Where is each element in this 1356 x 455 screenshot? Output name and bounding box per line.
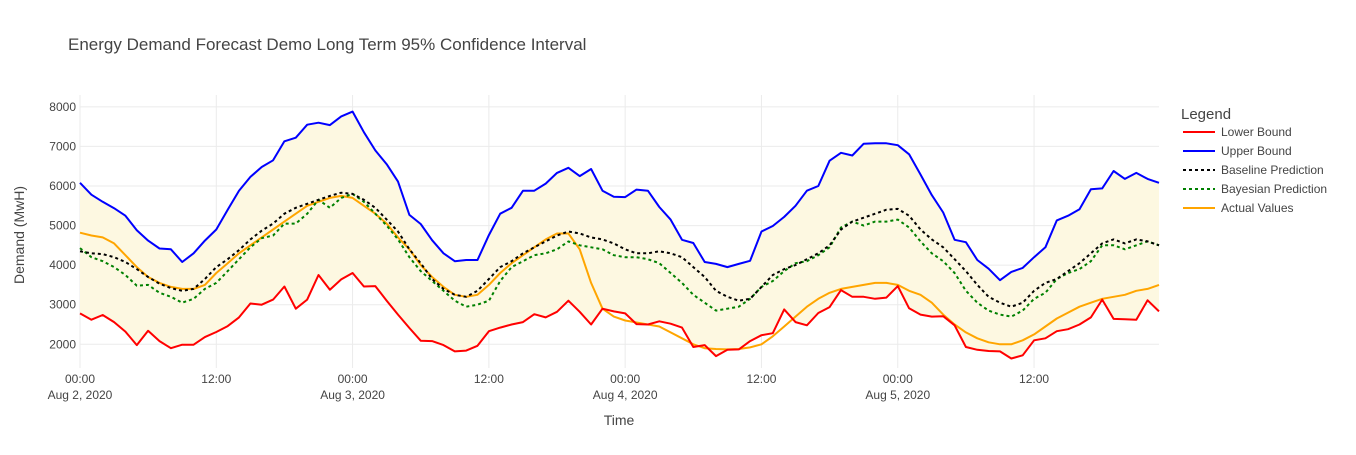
- x-tick-label: 00:00: [338, 372, 368, 386]
- chart-title: Energy Demand Forecast Demo Long Term 95…: [68, 35, 586, 54]
- legend-title: Legend: [1181, 106, 1231, 123]
- legend-label: Bayesian Prediction: [1221, 182, 1327, 196]
- legend-label: Actual Values: [1221, 201, 1294, 215]
- legend-label: Lower Bound: [1221, 125, 1292, 139]
- y-tick-label: 3000: [49, 298, 76, 312]
- x-axis-ticks: 00:00 Aug 2, 2020 12:00 00:00 Aug 3, 2020 12:…: [48, 372, 1050, 402]
- confidence-band: [80, 111, 1159, 359]
- series-line-actual-values: [79, 194, 1160, 351]
- series-line-baseline-prediction: [79, 191, 1160, 308]
- legend[interactable]: Legend Lower Bound Upper Bound Baseline Pr…: [1181, 106, 1327, 215]
- x-tick-label: 00:00: [883, 372, 913, 386]
- x-tick-date-label: Aug 4, 2020: [593, 388, 658, 402]
- x-tick-label: 00:00: [610, 372, 640, 386]
- y-tick-label: 4000: [49, 258, 76, 272]
- legend-item[interactable]: Upper Bound: [1183, 144, 1292, 158]
- y-tick-label: 7000: [49, 139, 76, 153]
- x-tick-label: 00:00: [65, 372, 95, 386]
- legend-item[interactable]: Baseline Prediction: [1183, 163, 1324, 177]
- x-tick-label: 12:00: [1019, 372, 1049, 386]
- x-tick-date-label: Aug 3, 2020: [320, 388, 385, 402]
- x-tick-date-label: Aug 5, 2020: [865, 388, 930, 402]
- y-tick-label: 6000: [49, 179, 76, 193]
- legend-item[interactable]: Actual Values: [1183, 201, 1294, 215]
- x-tick-label: 12:00: [746, 372, 776, 386]
- legend-item[interactable]: Lower Bound: [1183, 125, 1292, 139]
- series-line-upper-bound: [79, 110, 1160, 282]
- x-axis-title: Time: [604, 412, 635, 428]
- legend-items: Lower Bound Upper Bound Baseline Predictio…: [1183, 125, 1327, 215]
- y-tick-label: 5000: [49, 219, 76, 233]
- series-line-bayesian-prediction: [79, 192, 1160, 318]
- x-tick-label: 12:00: [474, 372, 504, 386]
- x-tick-label: 12:00: [201, 372, 231, 386]
- legend-label: Baseline Prediction: [1221, 163, 1324, 177]
- y-axis-ticks: 2000 3000 4000 5000 6000 7000 8000: [49, 100, 76, 351]
- y-tick-label: 8000: [49, 100, 76, 114]
- y-axis-title: Demand (MwH): [11, 186, 27, 284]
- y-tick-label: 2000: [49, 337, 76, 351]
- legend-label: Upper Bound: [1221, 144, 1292, 158]
- series-line-lower-bound: [79, 272, 1160, 360]
- x-tick-date-label: Aug 2, 2020: [48, 388, 113, 402]
- legend-item[interactable]: Bayesian Prediction: [1183, 182, 1327, 196]
- series-lines: [79, 110, 1160, 360]
